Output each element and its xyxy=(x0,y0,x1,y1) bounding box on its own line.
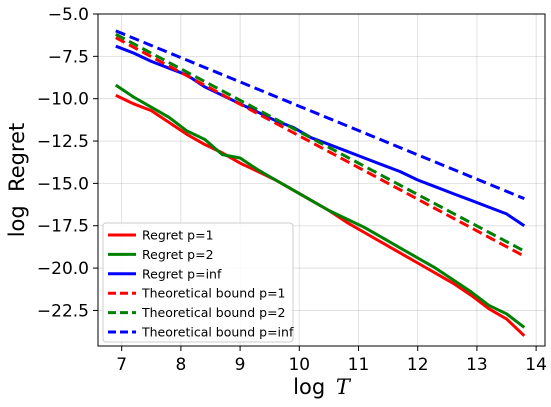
y-tick-label: −17.5 xyxy=(37,217,89,237)
x-tick-labels: 7 8 9 10 11 12 13 14 xyxy=(116,355,547,375)
series-line-5 xyxy=(115,29,525,200)
series-line-1 xyxy=(114,83,526,329)
x-tick-label: 8 xyxy=(175,355,186,375)
x-tick-label: 13 xyxy=(466,355,488,375)
plot-frame xyxy=(97,13,546,347)
x-axis-label: log T xyxy=(293,375,352,399)
legend-label-4: Theoretical bound p=2 xyxy=(141,305,286,320)
series-line-2 xyxy=(115,44,526,227)
x-tick-label: 9 xyxy=(235,355,246,375)
y-tick-labels: −5.0 −7.5 −10.0 −12.5 −15.0 −17.5 −20.0 −22.5 xyxy=(37,5,89,321)
y-tick-label: −12.5 xyxy=(37,132,89,152)
y-tick-label: −15.0 xyxy=(37,174,89,194)
x-tick-label: 14 xyxy=(525,355,547,375)
tick-marks xyxy=(93,13,537,351)
x-tick-label: 7 xyxy=(116,355,127,375)
legend-label-3: Theoretical bound p=1 xyxy=(141,286,286,301)
legend-label-2: Regret p=inf xyxy=(142,266,222,281)
x-tick-label: 10 xyxy=(288,355,310,375)
x-tick-label: 12 xyxy=(407,355,429,375)
legend-box xyxy=(102,222,294,343)
x-axis-label-base: log xyxy=(293,375,325,399)
legend: Regret p=1 Regret p=2 Regret p=inf Theoreti… xyxy=(102,222,294,343)
x-axis-label-var: T xyxy=(336,375,352,399)
legend-label-1: Regret p=2 xyxy=(142,247,214,262)
y-tick-label: −5.0 xyxy=(48,5,89,25)
y-tick-label: −10.0 xyxy=(37,90,89,110)
series-line-4 xyxy=(115,32,526,253)
y-tick-label: −20.0 xyxy=(37,259,89,279)
legend-label-5: Theoretical bound p=inf xyxy=(141,325,294,340)
x-tick-label: 11 xyxy=(348,355,370,375)
y-axis-label: log Regret xyxy=(5,123,29,238)
series-line-3 xyxy=(115,36,526,258)
y-tick-label: −7.5 xyxy=(48,47,89,67)
legend-label-0: Regret p=1 xyxy=(142,228,214,243)
y-tick-label: −22.5 xyxy=(37,301,89,321)
series-lines xyxy=(114,29,526,337)
